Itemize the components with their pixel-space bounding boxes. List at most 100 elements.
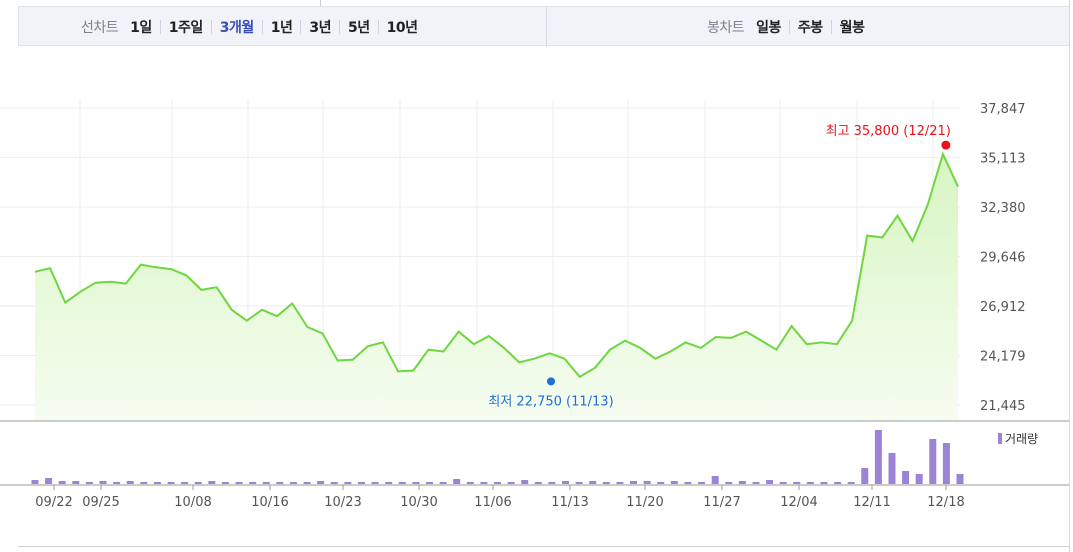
volume-bar [126,481,134,484]
volume-bar [221,482,229,484]
volume-bar [793,482,801,484]
period-option-2[interactable]: 3개월 [219,20,255,36]
candle-option-0[interactable]: 일봉 [756,20,781,36]
volume-bar [194,482,202,484]
volume-bar [439,482,447,484]
volume-bar [398,482,406,484]
volume-bar [725,482,733,484]
volume-bar [616,482,624,484]
volume-bar [385,482,393,484]
y-tick-label: 32,380 [980,201,1026,216]
candle-option-2[interactable]: 월봉 [839,20,865,36]
volume-bar [357,482,365,484]
volume-bar [657,482,665,484]
candle-chart-label[interactable]: 봉차트 [707,20,745,36]
x-tick-label: 11/06 [474,495,511,510]
line-chart-label[interactable]: 선차트 [81,20,119,36]
volume-bar [72,481,80,484]
volume-bar [31,480,39,484]
volume-bar [181,482,189,484]
volume-bar [752,482,760,484]
y-tick-label: 35,113 [980,152,1026,167]
volume-bar [167,482,175,484]
volume-bar [208,481,216,484]
volume-bar [153,482,161,484]
price-area [35,154,958,420]
x-tick-label: 10/23 [324,495,361,510]
option-separator [377,20,379,34]
volume-bar [317,481,325,484]
volume-bars [31,430,964,484]
volume-bar [902,471,910,484]
volume-bar [942,443,950,484]
y-tick-label: 21,445 [980,399,1026,414]
frame-bottom-line [18,546,1070,547]
period-option-3[interactable]: 1년 [270,20,293,36]
volume-bar [85,482,93,484]
period-option-6[interactable]: 10년 [386,20,418,36]
volume-bar [289,482,297,484]
volume-bar [847,482,855,484]
y-tick-label: 24,179 [980,350,1026,365]
volume-bar [453,479,461,484]
volume-legend-swatch [998,433,1002,444]
volume-bar [562,481,570,484]
y-tick-label: 29,646 [980,251,1026,266]
volume-bar [235,482,243,484]
y-tick-label: 37,847 [980,102,1026,117]
volume-bar [507,482,515,484]
volume-bar [602,482,610,484]
period-option-5[interactable]: 5년 [348,20,370,36]
volume-bar [521,480,529,484]
high-point-dot [941,140,951,150]
x-tick-label: 09/22 [35,495,72,510]
volume-bar [262,482,270,484]
high-point-label: 최고 35,800 (12/21) [826,124,951,139]
x-tick-label: 10/30 [400,495,437,510]
volume-bar [738,481,746,484]
option-separator [339,20,341,34]
y-axis: 37,847 35,113 32,380 29,646 26,912 24,179 21,4… [980,102,1026,414]
volume-bar [806,482,814,484]
option-separator [210,20,212,34]
x-tick-label: 12/04 [780,495,817,510]
option-separator [830,20,832,34]
x-tick-label: 10/16 [251,495,288,510]
candle-option-1[interactable]: 주봉 [797,20,823,36]
frame-top-line [320,0,321,6]
low-point-label: 최저 22,750 (11/13) [488,394,613,409]
volume-bar [888,453,896,484]
x-tick-label: 12/11 [853,495,890,510]
volume-bar [698,482,706,484]
toolbar-divider [546,7,547,47]
option-separator [788,20,790,34]
volume-bar [630,481,638,484]
volume-bar [140,482,148,484]
period-option-0[interactable]: 1일 [130,20,152,36]
x-tick-label: 11/27 [703,495,740,510]
x-tick-label: 10/08 [174,495,211,510]
x-tick-label: 09/25 [82,495,119,510]
period-selector: 선차트 1일 1주일 3개월 1년 3년 5년 10년 [81,7,418,47]
period-option-4[interactable]: 3년 [309,20,332,36]
chart-toolbar: 선차트 1일 1주일 3개월 1년 3년 5년 10년 봉차트 일봉 주봉 월봉 [18,6,1070,47]
x-tick-label: 11/20 [626,495,663,510]
volume-bar [58,481,66,484]
volume-bar [494,482,501,484]
x-axis: 09/22 09/25 10/08 10/16 10/23 10/30 11/06 11/13… [35,485,965,510]
volume-bar [99,481,107,484]
volume-bar [425,482,433,484]
volume-bar [589,481,597,484]
volume-bar [766,480,774,484]
candle-selector: 봉차트 일봉 주봉 월봉 [707,7,865,47]
volume-bar [412,482,420,484]
volume-bar [915,474,923,484]
volume-bar [371,482,379,484]
volume-bar [670,481,678,484]
volume-bar [466,482,474,484]
price-line [34,151,959,379]
volume-bar [834,482,842,484]
x-tick-label: 11/13 [551,495,588,510]
period-option-1[interactable]: 1주일 [168,20,204,36]
